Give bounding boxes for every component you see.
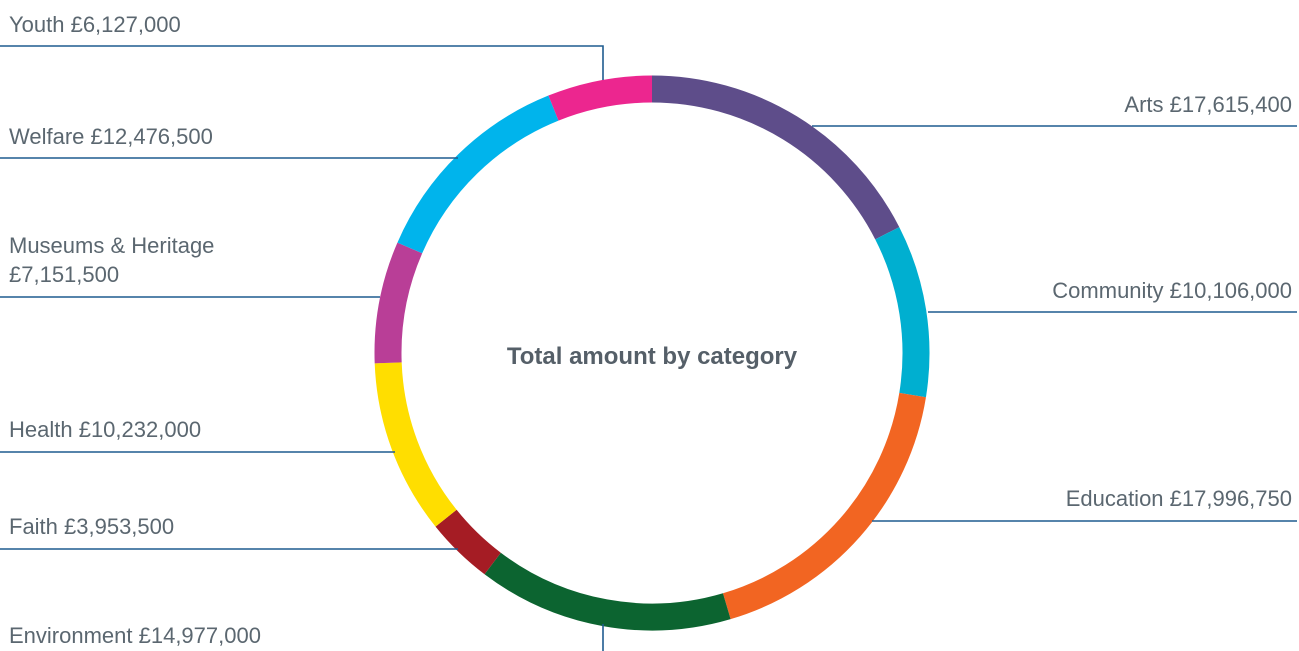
slice-faith [435, 509, 502, 575]
slice-health [374, 362, 457, 527]
slice-youth [548, 75, 653, 121]
slice-museums-heritage [374, 242, 423, 364]
label-education: Education £17,996,750 [1066, 486, 1292, 511]
label-environment: Environment £14,977,000 [9, 623, 261, 648]
label-community: Community £10,106,000 [1052, 278, 1292, 303]
label-welfare: Welfare £12,476,500 [9, 124, 213, 149]
label-health: Health £10,232,000 [9, 417, 201, 442]
label-museums-heritage-line2: £7,151,500 [9, 262, 119, 287]
category-labels: Arts £17,615,400 Community £10,106,000 E… [9, 12, 1292, 648]
label-faith: Faith £3,953,500 [9, 514, 174, 539]
donut-ring [374, 75, 930, 631]
slice-arts [651, 75, 900, 240]
slice-community [875, 227, 930, 398]
label-youth: Youth £6,127,000 [9, 12, 181, 37]
slice-environment [484, 552, 731, 631]
label-museums-heritage-line1: Museums & Heritage [9, 233, 214, 258]
slice-welfare [397, 95, 559, 254]
label-museums-heritage: Museums & Heritage £7,151,500 [9, 233, 221, 287]
label-arts: Arts £17,615,400 [1124, 92, 1292, 117]
chart-title: Total amount by category [507, 343, 798, 370]
leader-lines [0, 45, 1297, 651]
slice-education [722, 392, 926, 620]
leader-youth [0, 45, 604, 80]
